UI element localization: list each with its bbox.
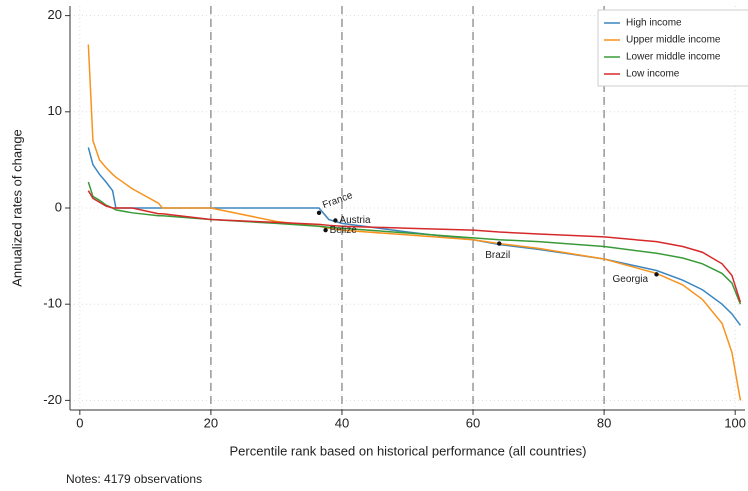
annotation-point	[333, 218, 338, 223]
x-tick-label: 20	[204, 415, 218, 430]
y-tick-label: -10	[43, 296, 62, 311]
annotation-label: Belize	[330, 225, 358, 236]
legend-label: High income	[626, 18, 682, 29]
annotation-point	[323, 227, 328, 233]
series-line	[87, 190, 742, 303]
annotation-label: Brazil	[485, 250, 510, 261]
x-axis-label: Percentile rank based on historical perf…	[230, 443, 587, 458]
annotation-label: Georgia	[613, 274, 649, 285]
legend-label: Lower middle income	[626, 52, 721, 63]
annotation-point	[497, 241, 502, 246]
x-tick-label: 40	[335, 415, 349, 430]
legend-label: Upper middle income	[626, 35, 721, 46]
y-axis-label: Annualized rates of change	[9, 129, 24, 287]
note: Notes: 4179 observations	[66, 472, 202, 486]
annotation-point	[316, 210, 322, 216]
x-tick-label: 60	[466, 415, 480, 430]
legend-label: Low income	[626, 69, 680, 80]
y-tick-label: 10	[48, 103, 62, 118]
legend-box	[597, 9, 748, 87]
x-tick-label: 0	[76, 415, 83, 430]
series-line	[87, 147, 742, 326]
y-tick-label: -20	[43, 392, 62, 407]
y-tick-label: 20	[48, 7, 62, 22]
y-tick-label: 0	[55, 199, 62, 214]
x-tick-label: 80	[597, 415, 611, 430]
series-line	[87, 44, 742, 401]
annotation-point	[654, 272, 659, 277]
annotation-label: Austria	[339, 215, 371, 226]
x-tick-label: 100	[724, 415, 746, 430]
